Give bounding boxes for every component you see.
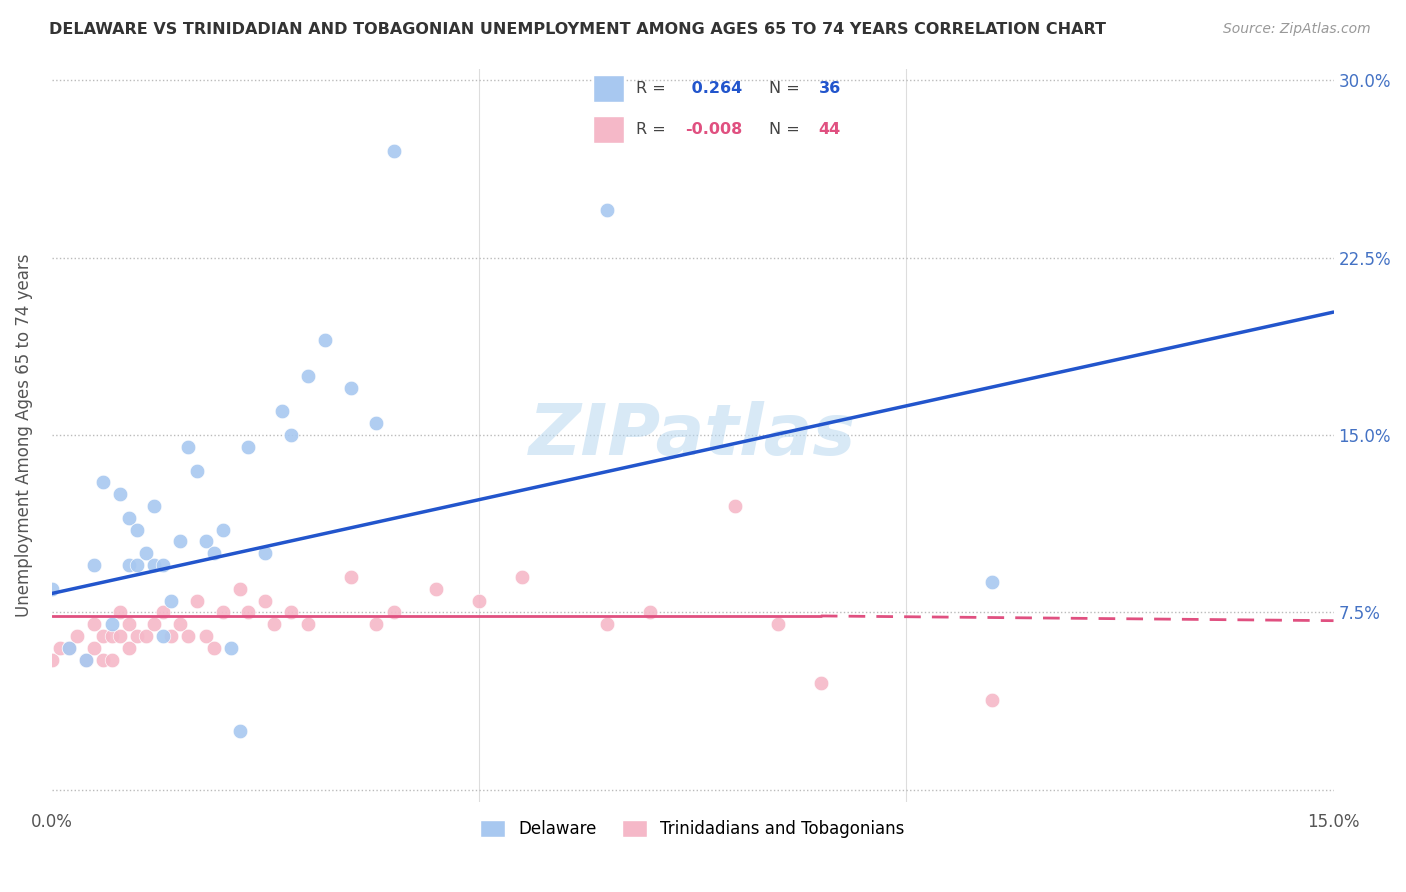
Point (58, 640, 80, 655)
Text: Source: ZipAtlas.com: Source: ZipAtlas.com (1223, 22, 1371, 37)
Point (127, 629, 149, 643)
Point (49, 640, 72, 655)
Point (177, 629, 200, 643)
Point (366, 617, 388, 632)
Point (980, 693, 1002, 707)
Point (100, 653, 122, 667)
Text: DELAWARE VS TRINIDADIAN AND TOBAGONIAN UNEMPLOYMENT AMONG AGES 65 TO 74 YEARS CO: DELAWARE VS TRINIDADIAN AND TOBAGONIAN U… (49, 22, 1107, 37)
Legend: Delaware, Trinidadians and Tobagonians: Delaware, Trinidadians and Tobagonians (474, 813, 911, 845)
Point (254, 546, 277, 560)
Point (510, 570, 533, 584)
Point (724, 499, 747, 513)
Point (152, 558, 174, 573)
Point (202, 546, 225, 560)
Y-axis label: Unemployment Among Ages 65 to 74 years: Unemployment Among Ages 65 to 74 years (15, 253, 32, 616)
Point (766, 617, 789, 632)
Text: N =: N = (769, 81, 800, 96)
Point (41, 582, 63, 596)
Point (135, 546, 157, 560)
Text: -0.008: -0.008 (686, 122, 742, 137)
Point (366, 416, 388, 430)
Point (638, 606, 661, 620)
Point (271, 404, 294, 418)
Point (194, 534, 217, 549)
Point (91, 475, 114, 490)
Point (83, 558, 105, 573)
Point (91, 653, 114, 667)
Point (340, 570, 363, 584)
Point (238, 606, 260, 620)
Point (169, 617, 191, 632)
Point (297, 617, 319, 632)
Point (143, 617, 166, 632)
Point (297, 368, 319, 383)
Point (108, 629, 131, 643)
Point (143, 558, 166, 573)
Point (596, 203, 619, 218)
Point (108, 606, 131, 620)
Point (66, 629, 89, 643)
Point (810, 676, 832, 690)
Point (160, 629, 183, 643)
FancyBboxPatch shape (593, 116, 624, 143)
Point (100, 617, 122, 632)
Point (100, 629, 122, 643)
Point (75, 653, 97, 667)
Point (382, 145, 405, 159)
Point (83, 640, 105, 655)
Point (91, 629, 114, 643)
Text: R =: R = (636, 81, 666, 96)
Point (263, 617, 285, 632)
FancyBboxPatch shape (593, 76, 624, 103)
Point (280, 606, 302, 620)
Text: 36: 36 (818, 81, 841, 96)
Point (83, 617, 105, 632)
Point (219, 640, 242, 655)
Point (152, 606, 174, 620)
Point (596, 617, 619, 632)
Point (118, 511, 141, 525)
Point (169, 534, 191, 549)
Point (127, 523, 149, 537)
Point (118, 617, 141, 632)
Point (314, 334, 336, 348)
Point (211, 606, 233, 620)
Point (75, 653, 97, 667)
Point (280, 428, 302, 442)
Point (41, 653, 63, 667)
Point (143, 499, 166, 513)
Point (177, 440, 200, 454)
Point (160, 593, 183, 607)
Point (152, 629, 174, 643)
Point (194, 629, 217, 643)
Point (108, 487, 131, 501)
Point (980, 574, 1002, 589)
Point (211, 523, 233, 537)
Text: ZIPatlas: ZIPatlas (529, 401, 856, 469)
Point (186, 593, 208, 607)
Point (254, 593, 277, 607)
Point (186, 463, 208, 477)
Point (202, 640, 225, 655)
Point (340, 381, 363, 395)
Point (382, 606, 405, 620)
Point (58, 640, 80, 655)
Point (118, 640, 141, 655)
Point (425, 582, 447, 596)
Point (127, 558, 149, 573)
Point (238, 440, 260, 454)
Point (229, 582, 252, 596)
Text: N =: N = (769, 122, 800, 137)
Text: 0.264: 0.264 (686, 81, 742, 96)
Point (229, 723, 252, 738)
Text: R =: R = (636, 122, 666, 137)
Point (135, 629, 157, 643)
Point (468, 593, 491, 607)
Point (118, 558, 141, 573)
Text: 44: 44 (818, 122, 841, 137)
